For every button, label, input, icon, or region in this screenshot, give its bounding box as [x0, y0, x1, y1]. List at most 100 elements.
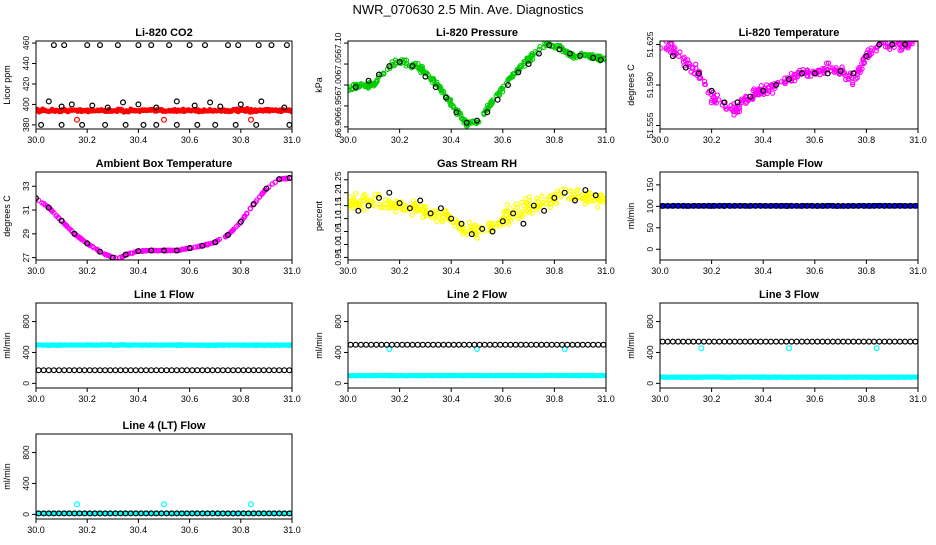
data-point	[692, 71, 698, 77]
data-point	[792, 74, 798, 80]
data-point	[850, 338, 857, 345]
data-point	[698, 345, 705, 352]
data-point	[716, 338, 723, 345]
data-point	[194, 121, 201, 128]
data-point	[45, 204, 52, 211]
y-tick-label: 150	[645, 178, 655, 192]
plot-frame	[659, 40, 919, 130]
data-point	[496, 89, 503, 95]
data-point	[474, 117, 481, 124]
data-point	[423, 204, 429, 210]
data-point	[700, 338, 707, 345]
data-point	[814, 338, 821, 345]
x-tick-label: 31.0	[597, 394, 615, 404]
data-point	[61, 42, 68, 49]
panel-line3: Line 3 Flow ml/min 30.0 30.2 30.4 30.6 30.8 31.…	[626, 289, 927, 404]
panel-title: Li-820 Pressure	[436, 27, 518, 39]
data-point	[79, 236, 85, 243]
data-point	[435, 341, 442, 348]
data-point	[695, 70, 702, 77]
panel-line4: Line 4 (LT) Flow ml/min 30.0 30.2 30.4 30.6 30…	[2, 420, 301, 535]
data-point	[591, 197, 597, 204]
data-point	[849, 81, 856, 88]
y-tick-label: 50	[645, 223, 655, 233]
data-point	[852, 69, 858, 76]
data-point	[597, 53, 603, 59]
data-point	[569, 51, 576, 57]
series-pressure_curve	[348, 41, 606, 129]
data-point	[260, 367, 267, 374]
data-point	[560, 46, 566, 53]
x-tick-label: 31.0	[909, 266, 927, 276]
data-point	[821, 70, 827, 76]
data-point	[377, 204, 383, 211]
data-point	[103, 252, 110, 258]
y-tick-label: 67.00	[333, 74, 343, 96]
data-point	[731, 338, 738, 345]
data-point	[440, 214, 446, 220]
points-layer	[348, 186, 606, 241]
data-point	[235, 42, 242, 49]
data-point	[524, 201, 530, 207]
data-point	[876, 338, 883, 345]
data-point	[216, 236, 223, 243]
data-point	[811, 70, 818, 77]
data-point	[865, 338, 872, 345]
panel-title: Line 2 Flow	[447, 289, 507, 301]
data-point	[760, 87, 767, 94]
data-point	[594, 204, 601, 210]
data-point	[73, 116, 80, 123]
panel-rh: Gas Stream RH percent 30.0 30.2 30.4 30.6 30.8…	[314, 158, 615, 276]
data-point	[250, 201, 257, 208]
data-point	[567, 194, 574, 201]
data-point	[214, 367, 221, 374]
data-point	[474, 346, 481, 353]
y-tick-label: 0	[645, 381, 655, 386]
data-point	[135, 42, 142, 49]
data-point	[419, 341, 426, 348]
data-point	[574, 188, 580, 194]
data-point	[161, 501, 168, 508]
series-temp_curve	[660, 41, 918, 118]
x-tick-label: 30.6	[806, 266, 824, 276]
data-point	[468, 231, 475, 238]
y-tick-label: 800	[21, 445, 31, 459]
data-point	[262, 187, 269, 193]
data-point	[439, 217, 445, 223]
data-point	[587, 54, 593, 61]
data-point	[148, 367, 155, 374]
data-point	[819, 338, 826, 345]
data-point	[163, 367, 170, 374]
data-point	[548, 341, 555, 348]
data-point	[793, 338, 800, 345]
series-line4_cyan_outliers	[73, 501, 255, 508]
data-point	[109, 254, 116, 260]
data-point	[881, 338, 888, 345]
data-point	[669, 53, 676, 60]
data-point	[128, 250, 134, 256]
x-tick-label: 31.0	[283, 525, 301, 535]
data-point	[859, 66, 865, 72]
data-point	[350, 205, 357, 211]
data-point	[484, 109, 491, 116]
data-point	[148, 42, 155, 49]
data-point	[373, 341, 380, 348]
data-point	[505, 208, 511, 215]
data-point	[430, 341, 437, 348]
data-point	[567, 188, 573, 194]
data-point	[79, 121, 86, 128]
data-point	[510, 210, 517, 217]
data-point	[859, 60, 865, 67]
data-point	[695, 338, 702, 345]
data-point	[837, 68, 844, 75]
data-point	[566, 50, 573, 57]
data-point	[788, 70, 795, 77]
data-point	[541, 207, 548, 214]
y-tick-label: 440	[21, 56, 31, 70]
data-point	[778, 79, 784, 85]
data-point	[488, 98, 495, 105]
y-axis-label: percent	[314, 200, 324, 231]
data-point	[798, 338, 805, 345]
y-tick-label: 400	[21, 345, 31, 359]
x-tick-label: 30.6	[181, 266, 199, 276]
